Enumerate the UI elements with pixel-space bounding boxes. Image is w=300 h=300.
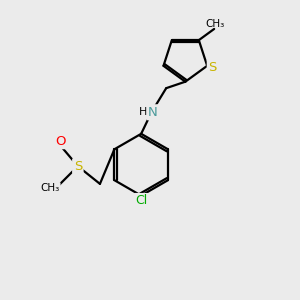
- Text: N: N: [148, 106, 158, 119]
- Text: S: S: [74, 160, 82, 173]
- Text: H: H: [139, 107, 147, 117]
- Text: S: S: [208, 61, 217, 74]
- Text: CH₃: CH₃: [40, 183, 59, 193]
- Text: Cl: Cl: [135, 194, 147, 207]
- Text: O: O: [55, 135, 65, 148]
- Text: CH₃: CH₃: [205, 19, 224, 29]
